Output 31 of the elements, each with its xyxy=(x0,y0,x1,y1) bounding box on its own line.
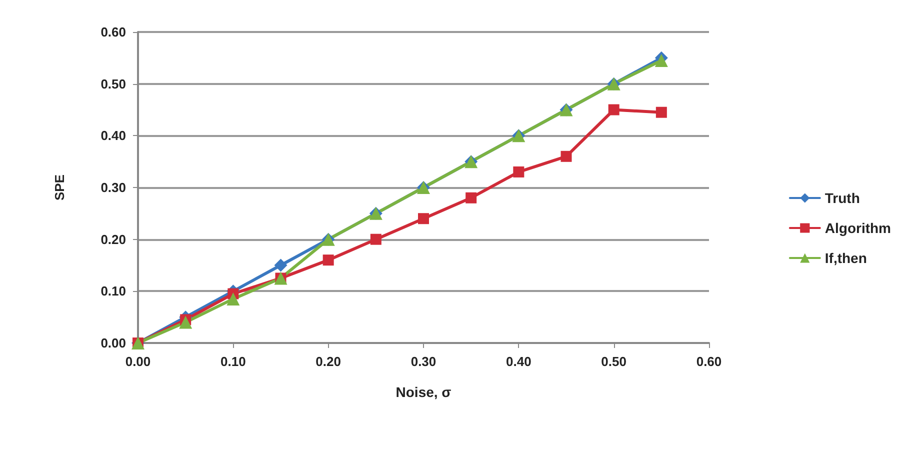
legend-label: Truth xyxy=(824,190,860,206)
x-tick-label: 0.30 xyxy=(410,354,436,369)
point xyxy=(466,192,477,204)
point xyxy=(418,213,429,224)
legend-label: Algorithm xyxy=(824,220,892,236)
y-tick-label: 0.00 xyxy=(100,336,126,350)
x-tick-label: 0.50 xyxy=(601,354,626,369)
x-tick-label: 0.60 xyxy=(696,354,722,369)
point xyxy=(654,54,668,68)
point xyxy=(370,234,382,245)
legend-label: If,then xyxy=(824,250,867,266)
x-axis-title: Noise, σ xyxy=(396,384,452,400)
x-tick-label: 0.00 xyxy=(125,354,151,369)
y-tick-label: 0.30 xyxy=(100,180,126,195)
point xyxy=(322,254,334,266)
y-axis-title: SPE xyxy=(52,174,67,201)
point xyxy=(656,106,667,118)
point xyxy=(513,166,524,178)
y-tick-label: 0.20 xyxy=(100,232,126,247)
x-tick-label: 0.40 xyxy=(506,354,532,369)
point xyxy=(608,104,620,116)
x-tick-label: 0.20 xyxy=(316,354,341,369)
y-tick-label: 0.50 xyxy=(100,76,126,92)
point xyxy=(226,292,240,306)
y-tick-label: 0.10 xyxy=(100,284,126,299)
point xyxy=(560,150,572,162)
y-tick-label: 0.60 xyxy=(100,24,126,40)
x-tick-label: 0.10 xyxy=(220,354,246,369)
y-tick-label: 0.40 xyxy=(100,128,126,144)
point xyxy=(179,316,192,329)
point xyxy=(274,258,288,272)
